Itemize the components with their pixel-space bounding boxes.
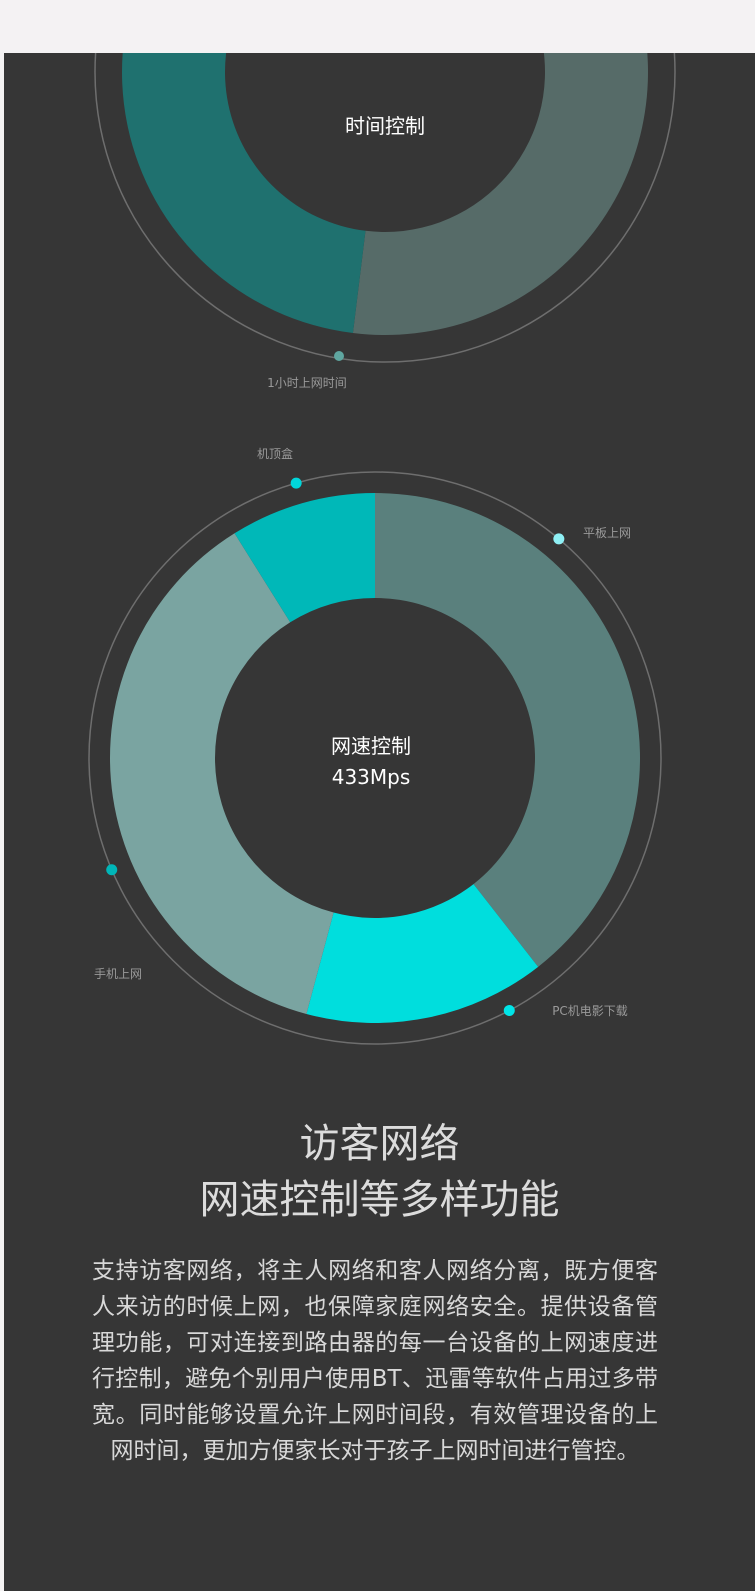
segment-dot <box>553 533 565 545</box>
feature-section: 时间控制 1小时上网时间 网速控制 433Mps 机顶盒 平板上网 PC机电影下… <box>4 53 755 1591</box>
segment-dot <box>503 1005 515 1017</box>
top-blank-bar <box>0 0 755 53</box>
time-callout-label: 1小时上网时间 <box>267 376 347 390</box>
headline-line2: 网速控制等多样功能 <box>199 1177 560 1223</box>
donut-segment <box>234 493 375 623</box>
label-mobile: 手机上网 <box>94 967 142 981</box>
time-control-label: 时间控制 <box>345 114 425 138</box>
donut-segment-teal <box>122 53 366 334</box>
speed-control-donut <box>88 471 662 1045</box>
donut-charts: 时间控制 1小时上网时间 网速控制 433Mps 机顶盒 平板上网 PC机电影下… <box>88 53 676 1045</box>
donut-segment <box>375 493 641 967</box>
segment-dot <box>106 864 118 876</box>
label-tablet: 平板上网 <box>583 526 631 540</box>
headline-line1: 访客网络 <box>299 1121 460 1167</box>
outer-ring <box>88 471 662 1045</box>
donut-segment <box>110 533 334 1014</box>
speed-control-label: 网速控制 <box>331 734 411 758</box>
description-text: 支持访客网络，将主人网络和客人网络分离，既方便客人来访的时候上网，也保障家庭网络… <box>92 1258 658 1464</box>
label-pc-download: PC机电影下载 <box>552 1004 628 1018</box>
time-control-donut <box>94 53 676 363</box>
label-set-top-box: 机顶盒 <box>257 446 293 461</box>
outer-ring <box>94 53 676 363</box>
donut-segment <box>306 884 539 1024</box>
callout-dot <box>334 351 344 361</box>
donut-segment-gray <box>352 53 648 335</box>
segment-dot <box>290 477 302 489</box>
speed-value: 433Mps <box>332 765 411 789</box>
